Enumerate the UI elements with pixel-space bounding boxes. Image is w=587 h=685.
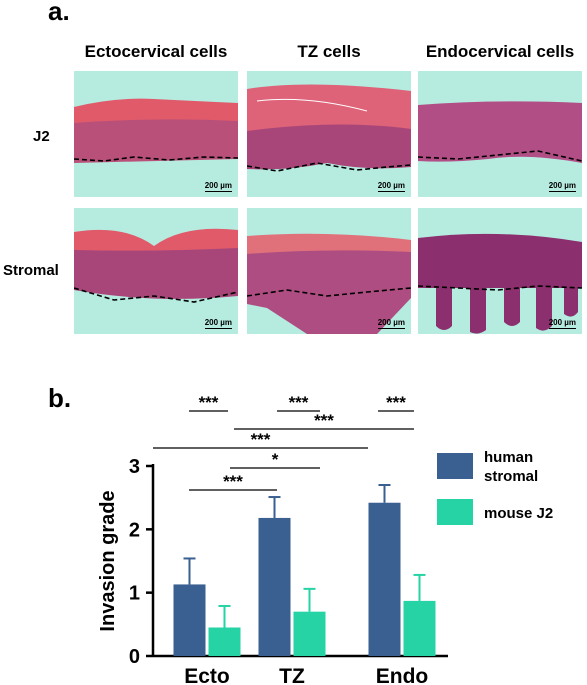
legend-swatch-human-stromal [437, 453, 473, 479]
bar-human-stromal-tz [258, 517, 291, 656]
row-header-j2: J2 [33, 128, 50, 145]
legend-label-mouse-j2: mouse J2 [484, 505, 553, 522]
bar-human-stromal-ecto [173, 584, 206, 656]
significance-label: *** [223, 472, 243, 491]
column-header-ectocervical: Ectocervical cells [84, 42, 228, 61]
legend-label-stromal: stromal [484, 468, 538, 485]
histology-image-endo-j2: 200 µm [418, 71, 582, 197]
bar-human-stromal-endo [368, 502, 401, 656]
scale-bar-label: 200 µm [377, 181, 405, 190]
significance-label: *** [314, 411, 334, 430]
scale-bar-label: 200 µm [548, 181, 576, 190]
bar-mouse-J2-ecto [208, 627, 241, 656]
y-tick-label: 0 [129, 646, 140, 668]
scale-bar-label: 200 µm [377, 318, 405, 327]
y-tick-label: 1 [129, 583, 140, 605]
significance-label: * [272, 450, 279, 469]
panel-b-letter: b. [48, 383, 72, 413]
y-tick-label: 3 [129, 456, 140, 478]
scale-bar-label: 200 µm [204, 181, 232, 190]
legend-swatch-mouse-j2 [437, 499, 473, 525]
significance-label: *** [386, 393, 406, 412]
histology-image-ecto-stromal: 200 µm [74, 208, 238, 334]
y-axis-title: Invasion grade [97, 490, 119, 631]
row-header-stromal: Stromal [3, 262, 59, 279]
x-tick-label-tz: TZ [279, 665, 305, 685]
column-header-endocervical: Endocervical cells [425, 42, 575, 61]
histology-image-tz-stromal: 200 µm [247, 208, 411, 334]
panel-a-letter: a. [48, 0, 70, 26]
histology-image-ecto-j2: 200 µm [74, 71, 238, 197]
x-tick-label-ecto: Ecto [184, 665, 230, 685]
legend-label-human: human [484, 449, 533, 466]
bar-mouse-J2-endo [403, 600, 436, 656]
significance-label: *** [251, 430, 271, 449]
scale-bar-label: 200 µm [548, 318, 576, 327]
histology-image-tz-j2: 200 µm [247, 71, 411, 197]
scale-bar-label: 200 µm [204, 318, 232, 327]
bar-mouse-J2-tz [293, 611, 326, 656]
significance-label: *** [199, 393, 219, 412]
x-tick-label-endo: Endo [376, 665, 429, 685]
y-tick-label: 2 [129, 519, 140, 541]
significance-label: *** [289, 393, 309, 412]
column-header-tz: TZ cells [297, 42, 361, 61]
histology-image-endo-stromal: 200 µm [418, 208, 582, 334]
